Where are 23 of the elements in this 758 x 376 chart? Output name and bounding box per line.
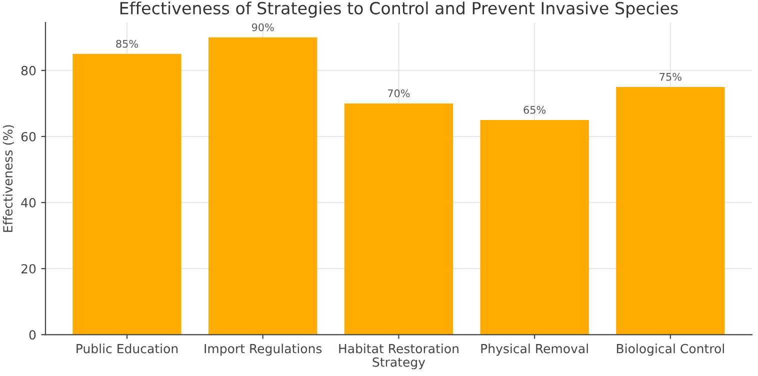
data-label: 75% [660, 72, 682, 81]
x-tick-label: Biological Control [616, 344, 724, 356]
data-label: 90% [252, 23, 274, 32]
x-tick-label: Physical Removal [481, 344, 588, 356]
y-axis-title: Effectiveness (%) [2, 125, 14, 232]
chart-title: Effectiveness of Strategies to Control and Prevent Invasive Species [120, 2, 678, 18]
bar [208, 37, 318, 335]
x-axis-title: Strategy [372, 357, 426, 370]
y-tick-label: 40 [21, 198, 36, 208]
y-tick-label: 80 [21, 66, 36, 76]
data-label: 85% [116, 40, 138, 48]
y-tick-label: 60 [21, 132, 36, 142]
x-tick-label: Import Regulations [204, 344, 322, 356]
y-tick-label: 20 [21, 264, 36, 274]
x-tick-label: Public Education [76, 344, 178, 354]
data-label: 65% [524, 106, 546, 114]
bar [616, 86, 725, 335]
x-tick-label: Habitat Restoration [339, 344, 458, 354]
bar [72, 54, 182, 335]
data-label: 70% [388, 89, 410, 98]
y-tick-label: 0 [29, 330, 36, 340]
bar [344, 103, 454, 335]
bar [480, 120, 589, 335]
